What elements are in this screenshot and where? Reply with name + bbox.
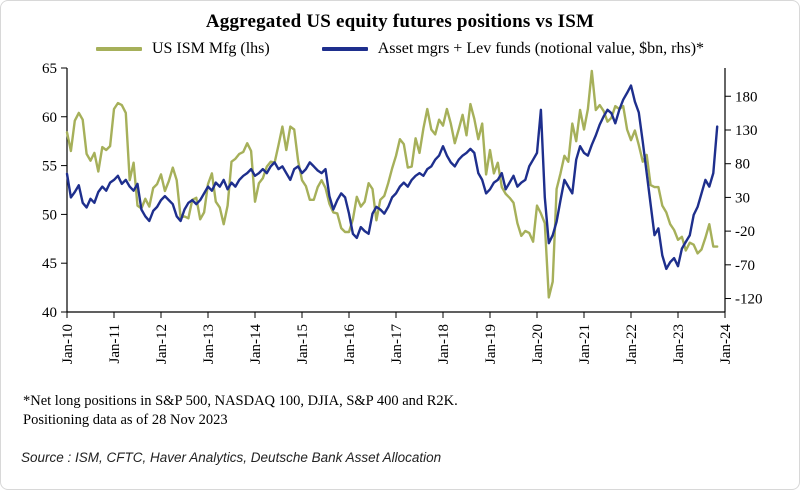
x-tick-label: Jan-18 — [436, 324, 452, 364]
legend-line-ism — [95, 47, 142, 51]
legend-label-futures: Asset mgrs + Lev funds (notional value, … — [377, 40, 705, 57]
right-tick-label: 80 — [735, 157, 750, 173]
right-tick-label: -70 — [735, 258, 755, 274]
legend-label-ism: US ISM Mfg (lhs) — [151, 40, 270, 57]
left-tick-label: 50 — [42, 207, 57, 223]
legend-line-futures — [321, 47, 368, 51]
series-line-futures — [65, 84, 719, 271]
right-tick-label: 180 — [735, 89, 758, 105]
x-tick-label: Jan-23 — [671, 324, 687, 364]
legend: US ISM Mfg (lhs) Asset mgrs + Lev funds … — [1, 40, 799, 58]
x-tick-label: Jan-16 — [342, 324, 358, 364]
x-tick-label: Jan-20 — [530, 324, 546, 364]
x-tick-label: Jan-13 — [201, 324, 217, 364]
x-tick-label: Jan-14 — [248, 324, 264, 364]
source-line: Source : ISM, CFTC, Haver Analytics, Deu… — [21, 450, 442, 466]
right-tick-label: -120 — [735, 292, 763, 308]
x-tick-label: Jan-12 — [154, 324, 170, 364]
x-tick-label: Jan-10 — [60, 324, 76, 364]
right-tick-label: 130 — [735, 123, 758, 139]
x-tick-label: Jan-15 — [295, 324, 311, 364]
left-tick-label: 65 — [42, 61, 57, 77]
x-tick-label: Jan-19 — [483, 324, 499, 364]
dual-axis-line-chart: 65 60 55 50 45 40 180 130 80 30 -20 -70 -120 Jan-10 Ja… — [42, 61, 763, 364]
right-tick-label: -20 — [735, 224, 755, 240]
x-tick-label: Jan-22 — [624, 324, 640, 364]
footnote: *Net long positions in S&P 500, NASDAQ 1… — [23, 392, 799, 430]
legend-item-futures: Asset mgrs + Lev funds (notional value, … — [321, 40, 705, 58]
footnote-line-1: *Net long positions in S&P 500, NASDAQ 1… — [23, 393, 458, 409]
series-line-ism — [65, 69, 719, 299]
x-tick-label: Jan-24 — [718, 324, 734, 364]
legend-item-ism: US ISM Mfg (lhs) — [95, 40, 270, 58]
left-tick-label: 60 — [42, 110, 57, 126]
right-tick-label: 30 — [735, 190, 750, 206]
x-tick-label: Jan-17 — [389, 324, 405, 364]
footnote-line-2: Positioning data as of 28 Nov 2023 — [23, 412, 228, 429]
left-tick-label: 40 — [42, 305, 57, 321]
left-tick-label: 55 — [42, 159, 57, 175]
chart-title: Aggregated US equity futures positions v… — [205, 11, 595, 32]
x-tick-label: Jan-21 — [577, 324, 593, 364]
left-tick-label: 45 — [42, 256, 57, 272]
x-tick-label: Jan-11 — [107, 324, 123, 363]
